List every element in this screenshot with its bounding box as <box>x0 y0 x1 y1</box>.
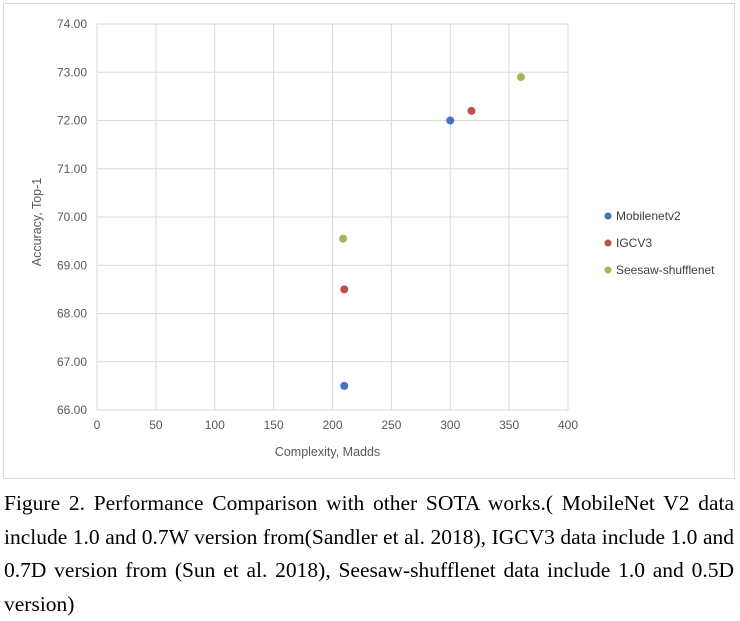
data-point <box>446 116 455 125</box>
y-tick-label: 72.00 <box>57 114 87 128</box>
y-tick-label: 67.00 <box>57 355 87 369</box>
legend-label: IGCV3 <box>616 236 652 250</box>
legend-label: Seesaw-shufflenet <box>616 263 715 277</box>
legend-marker <box>604 239 612 247</box>
data-point <box>339 234 348 243</box>
y-tick-label: 71.00 <box>57 162 87 176</box>
y-tick-label: 66.00 <box>57 403 87 417</box>
y-tick-label: 73.00 <box>57 65 87 79</box>
x-tick-label: 300 <box>440 418 460 432</box>
data-point <box>340 285 349 294</box>
x-tick-label: 150 <box>264 418 284 432</box>
y-tick-label: 69.00 <box>57 258 87 272</box>
figure-caption: Figure 2. Performance Comparison with ot… <box>4 491 734 616</box>
data-point <box>340 381 349 390</box>
legend-label: Mobilenetv2 <box>616 209 681 223</box>
scatter-chart: 0 50 100 150 200 250 300 350 400 66.00 67.00 68.00 6… <box>30 17 715 459</box>
chart-frame: 0 50 100 150 200 250 300 350 400 66.00 67.00 68.00 6… <box>3 3 735 479</box>
x-tick-label: 200 <box>322 418 342 432</box>
y-axis-title: Accuracy, Top-1 <box>30 178 44 267</box>
legend-marker <box>604 212 612 220</box>
x-tick-label: 350 <box>499 418 519 432</box>
y-tick-label: 74.00 <box>57 17 87 31</box>
x-tick-label: 250 <box>381 418 401 432</box>
data-point <box>516 73 525 82</box>
x-tick-label: 50 <box>149 418 163 432</box>
x-tick-label: 0 <box>94 418 101 432</box>
y-tick-label: 70.00 <box>57 210 87 224</box>
y-tick-label: 68.00 <box>57 307 87 321</box>
x-tick-label: 100 <box>205 418 225 432</box>
data-point <box>467 106 476 115</box>
x-axis-title: Complexity, Madds <box>275 445 380 459</box>
legend-marker <box>604 266 612 274</box>
x-tick-label: 400 <box>558 418 578 432</box>
